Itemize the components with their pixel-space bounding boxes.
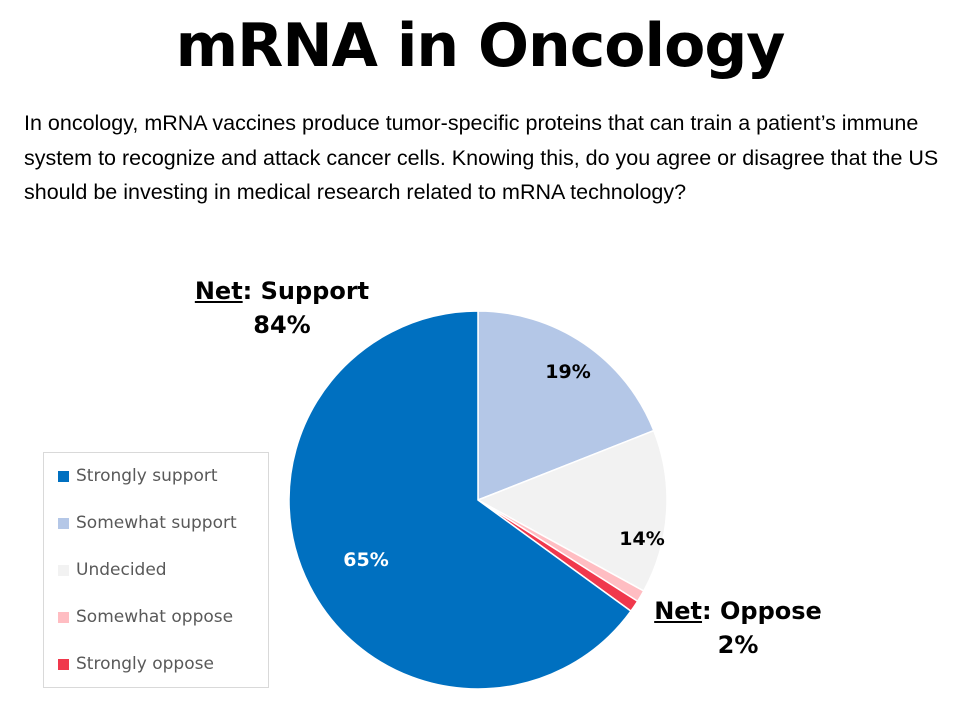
survey-question: In oncology, mRNA vaccines produce tumor… xyxy=(24,111,939,204)
legend-item-undecided: Undecided xyxy=(58,558,167,582)
net-oppose-prefix: Net xyxy=(654,597,703,625)
slice-label-somewhat-support: 19% xyxy=(545,361,590,383)
legend-label: Somewhat oppose xyxy=(76,607,234,627)
slice-label-strongly-support: 65% xyxy=(343,549,388,571)
legend-item-strongly-support: Strongly support xyxy=(58,464,218,488)
legend-label: Strongly oppose xyxy=(76,654,214,674)
legend-swatch-icon xyxy=(58,611,69,623)
legend-label: Strongly support xyxy=(76,466,218,486)
slice-somewhat-support xyxy=(477,310,655,502)
legend-swatch-icon xyxy=(58,517,69,529)
net-support-label: : Support xyxy=(242,277,370,305)
chart-legend: Strongly support Somewhat support Undeci… xyxy=(43,452,269,688)
slice-label-undecided: 14% xyxy=(619,528,664,550)
legend-item-strongly-oppose: Strongly oppose xyxy=(58,652,214,676)
net-support-annotation: Net: Support 84% xyxy=(192,274,372,342)
net-oppose-label: : Oppose xyxy=(702,597,822,625)
net-oppose-annotation: Net: Oppose 2% xyxy=(648,594,828,662)
slice-undecided xyxy=(476,429,668,593)
slice-strongly-support xyxy=(288,310,632,690)
legend-swatch-icon xyxy=(58,658,69,670)
net-oppose-value: 2% xyxy=(717,631,759,659)
legend-swatch-icon xyxy=(58,564,69,576)
legend-label: Undecided xyxy=(76,560,167,580)
legend-item-somewhat-oppose: Somewhat oppose xyxy=(58,605,233,629)
page-title: mRNA in Oncology xyxy=(175,11,786,81)
net-support-prefix: Net xyxy=(194,277,243,305)
legend-label: Somewhat support xyxy=(76,513,237,533)
legend-swatch-icon xyxy=(58,470,69,482)
legend-item-somewhat-support: Somewhat support xyxy=(58,511,237,535)
net-support-value: 84% xyxy=(253,311,311,339)
